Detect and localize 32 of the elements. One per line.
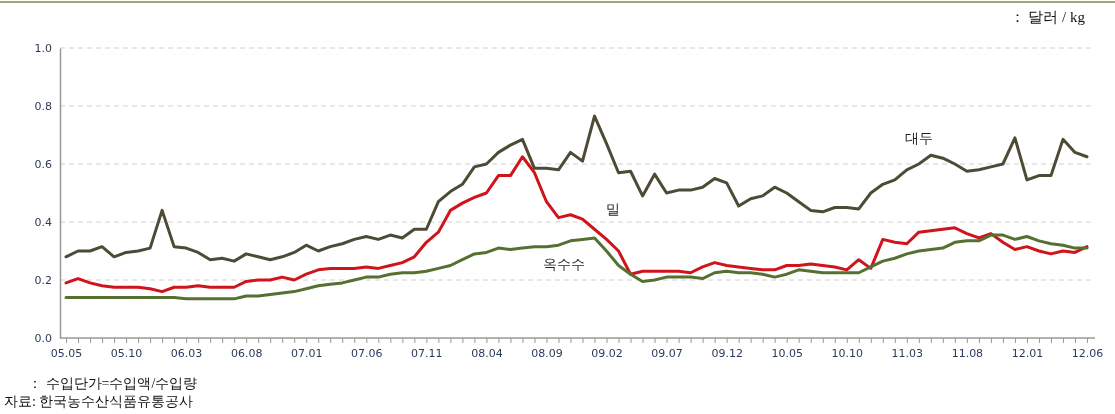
y-tick-label: 0.2 [34, 274, 52, 288]
series-label: 대두 [904, 131, 933, 147]
x-tick-label: 09.02 [591, 346, 623, 360]
line-series [64, 233, 1089, 301]
x-tick-label: 07.01 [290, 346, 323, 360]
x-tick-label: 08.04 [471, 346, 503, 360]
x-tick-label: 12.06 [1071, 346, 1104, 360]
x-tick-label: 11.08 [951, 346, 984, 360]
text: 자료: 한국농수산식품유통공사 [4, 394, 194, 409]
text: ： 달러 / kg [1009, 9, 1086, 25]
y-tick-label: 0.8 [34, 100, 52, 114]
x-tick-label: 09.12 [711, 346, 743, 360]
x-tick-label: 09.07 [651, 346, 683, 360]
x-tick-label: 05.05 [50, 346, 83, 360]
text: ： 수입단가=수입액/수입량 [28, 376, 198, 391]
x-tick-label: 06.08 [230, 346, 263, 360]
y-tick-label: 0.6 [34, 158, 52, 172]
series-label: 밀 [605, 201, 620, 217]
x-tick-label: 12.01 [1011, 346, 1044, 360]
line-series [64, 155, 1089, 294]
series-label: 옥수수 [543, 256, 586, 272]
x-tick-label: 07.06 [351, 346, 383, 360]
y-tick-label: 0.4 [34, 216, 52, 230]
x-tick-label: 08.09 [531, 346, 563, 360]
x-tick-label: 10.05 [771, 346, 803, 360]
y-tick-label: 0.0 [34, 332, 52, 346]
x-tick-label: 10.10 [831, 346, 864, 360]
x-tick-label: 11.03 [891, 346, 924, 360]
x-tick-label: 05.10 [110, 346, 143, 360]
y-tick-label: 1.0 [34, 42, 52, 56]
x-tick-label: 07.11 [411, 346, 443, 360]
x-tick-label: 06.03 [170, 346, 203, 360]
